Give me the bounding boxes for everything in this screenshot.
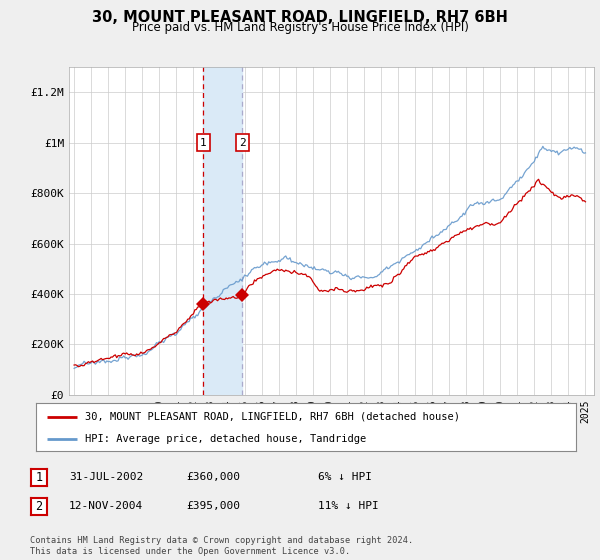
Text: 30, MOUNT PLEASANT ROAD, LINGFIELD, RH7 6BH (detached house): 30, MOUNT PLEASANT ROAD, LINGFIELD, RH7 … <box>85 412 460 422</box>
Bar <box>203 67 242 395</box>
Text: 2: 2 <box>35 500 43 513</box>
Text: 6% ↓ HPI: 6% ↓ HPI <box>318 472 372 482</box>
Text: £395,000: £395,000 <box>186 501 240 511</box>
Text: 31-JUL-2002: 31-JUL-2002 <box>69 472 143 482</box>
Text: 11% ↓ HPI: 11% ↓ HPI <box>318 501 379 511</box>
Text: Price paid vs. HM Land Registry's House Price Index (HPI): Price paid vs. HM Land Registry's House … <box>131 21 469 34</box>
Text: 12-NOV-2004: 12-NOV-2004 <box>69 501 143 511</box>
Text: 2: 2 <box>239 138 246 148</box>
Text: Contains HM Land Registry data © Crown copyright and database right 2024.
This d: Contains HM Land Registry data © Crown c… <box>30 536 413 556</box>
Text: HPI: Average price, detached house, Tandridge: HPI: Average price, detached house, Tand… <box>85 434 366 444</box>
Text: £360,000: £360,000 <box>186 472 240 482</box>
Text: 1: 1 <box>200 138 206 148</box>
Text: 30, MOUNT PLEASANT ROAD, LINGFIELD, RH7 6BH: 30, MOUNT PLEASANT ROAD, LINGFIELD, RH7 … <box>92 10 508 25</box>
Text: 1: 1 <box>35 470 43 484</box>
